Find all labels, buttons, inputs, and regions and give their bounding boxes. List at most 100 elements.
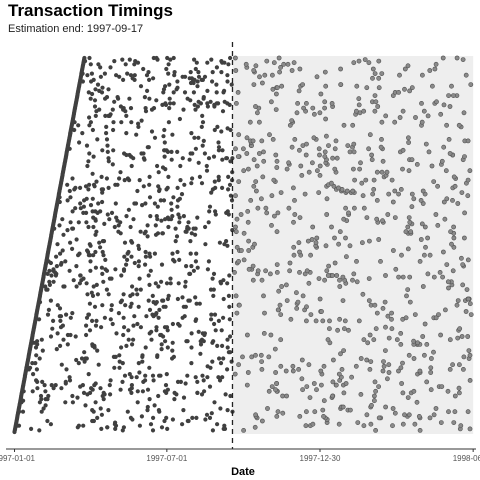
calibration-point (196, 135, 201, 140)
holdout-point (314, 168, 320, 174)
holdout-point (446, 136, 452, 142)
holdout-point (350, 166, 356, 172)
holdout-point (261, 149, 266, 155)
holdout-point (465, 138, 471, 144)
calibration-point (39, 409, 44, 414)
calibration-point (98, 65, 103, 70)
calibration-point (108, 65, 113, 70)
calibration-point (77, 251, 82, 256)
holdout-point (374, 310, 380, 316)
holdout-point (332, 166, 338, 172)
calibration-point (30, 361, 35, 366)
holdout-point (244, 151, 250, 156)
holdout-point (258, 352, 264, 358)
holdout-point (357, 166, 362, 172)
holdout-point (283, 368, 289, 374)
holdout-point (291, 60, 297, 66)
holdout-point (273, 387, 278, 393)
holdout-point (322, 105, 327, 111)
calibration-point (88, 268, 93, 273)
calibration-point (86, 187, 91, 192)
calibration-point (172, 390, 177, 395)
calibration-point (222, 88, 227, 93)
calibration-point (228, 393, 233, 399)
calibration-point (140, 389, 145, 394)
calibration-point (190, 151, 195, 156)
holdout-point (253, 352, 258, 358)
calibration-point (73, 206, 78, 211)
holdout-point (427, 415, 433, 421)
holdout-point (269, 193, 275, 199)
holdout-point (463, 72, 469, 78)
calibration-point (219, 70, 224, 75)
calibration-point (92, 98, 98, 103)
holdout-point (232, 269, 237, 275)
calibration-point (193, 295, 198, 300)
holdout-point (311, 111, 317, 117)
calibration-point (124, 262, 129, 267)
calibration-point (216, 174, 221, 179)
calibration-point (154, 325, 159, 330)
holdout-point (451, 235, 457, 241)
calibration-point (213, 209, 218, 214)
calibration-point (192, 102, 197, 107)
holdout-point (347, 243, 353, 249)
holdout-point (289, 144, 295, 150)
calibration-point (113, 426, 118, 431)
holdout-point (279, 284, 284, 289)
holdout-point (303, 318, 309, 324)
holdout-point (405, 224, 411, 230)
calibration-point (207, 204, 213, 209)
calibration-point (199, 124, 204, 129)
calibration-point (199, 392, 205, 397)
calibration-point (117, 74, 122, 79)
holdout-point (351, 205, 357, 211)
calibration-point (126, 207, 131, 212)
calibration-point (180, 156, 185, 161)
calibration-point (226, 174, 231, 179)
holdout-point (461, 235, 467, 241)
holdout-point (317, 163, 323, 169)
calibration-point (83, 403, 88, 408)
calibration-point (141, 66, 146, 72)
calibration-point (185, 373, 190, 378)
calibration-point (156, 284, 161, 289)
calibration-point (34, 378, 39, 383)
holdout-point (256, 151, 262, 156)
calibration-point (225, 73, 230, 78)
calibration-point (100, 249, 105, 255)
holdout-point (396, 191, 401, 197)
holdout-point (274, 229, 280, 235)
calibration-point (166, 71, 171, 76)
calibration-point (163, 101, 168, 106)
calibration-point (87, 151, 92, 156)
calibration-point (216, 318, 221, 323)
calibration-point (217, 356, 222, 361)
calibration-point (84, 356, 89, 361)
holdout-point (347, 407, 353, 413)
calibration-point (145, 408, 150, 413)
calibration-point (124, 343, 129, 348)
holdout-point (359, 180, 365, 186)
calibration-point (192, 57, 197, 62)
calibration-point (60, 248, 65, 253)
calibration-point (138, 325, 143, 330)
calibration-point (94, 229, 99, 234)
calibration-point (35, 339, 40, 344)
calibration-point (197, 301, 202, 306)
holdout-point (274, 85, 280, 91)
holdout-point (238, 212, 244, 217)
holdout-point (361, 108, 367, 114)
calibration-point (138, 287, 143, 292)
holdout-point (340, 274, 346, 280)
calibration-point (167, 96, 172, 101)
calibration-point (127, 152, 132, 158)
calibration-point (174, 234, 180, 239)
calibration-point (160, 165, 166, 170)
calibration-point (121, 332, 126, 338)
holdout-point (462, 154, 467, 159)
calibration-point (61, 232, 66, 237)
calibration-point (95, 82, 101, 87)
calibration-point (167, 82, 172, 87)
holdout-point (424, 341, 430, 347)
